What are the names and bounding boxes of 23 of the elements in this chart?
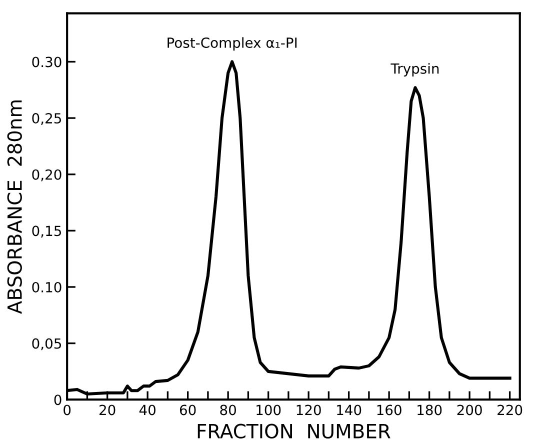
x-tick-label: 220: [498, 404, 522, 416]
x-tick-label: 100: [256, 404, 281, 416]
y-tick-label: 0.30: [32, 56, 62, 68]
y-tick-label: 0.10: [32, 282, 62, 292]
x-tick-label: 80: [220, 404, 236, 416]
x-tick-label: 60: [180, 404, 196, 416]
y-tick-label: 0,20: [32, 169, 62, 182]
annotation: Trypsin: [390, 63, 439, 77]
annotation: Post-Complex α₁-PI: [168, 37, 297, 51]
y-tick-label: 0,05: [32, 338, 62, 350]
x-tick-label: 0: [64, 404, 71, 416]
x-tick-label: 120: [296, 404, 321, 416]
x-axis-title: FRACTION NUMBER: [198, 424, 390, 439]
x-tick-label: 200: [457, 404, 482, 416]
x-tick-label: 160: [377, 404, 402, 416]
y-tick-label: 0,15: [32, 226, 62, 238]
x-tick-label: 40: [139, 404, 156, 416]
x-tick-label: 140: [337, 404, 362, 416]
x-tick-label: 20: [100, 404, 116, 416]
y-tick-label: 0: [54, 394, 62, 406]
y-axis-title: ABSORBANCE 280nm: [7, 100, 22, 314]
y-tick-label: 0,25: [32, 113, 62, 125]
x-tick-label: 180: [418, 404, 442, 416]
